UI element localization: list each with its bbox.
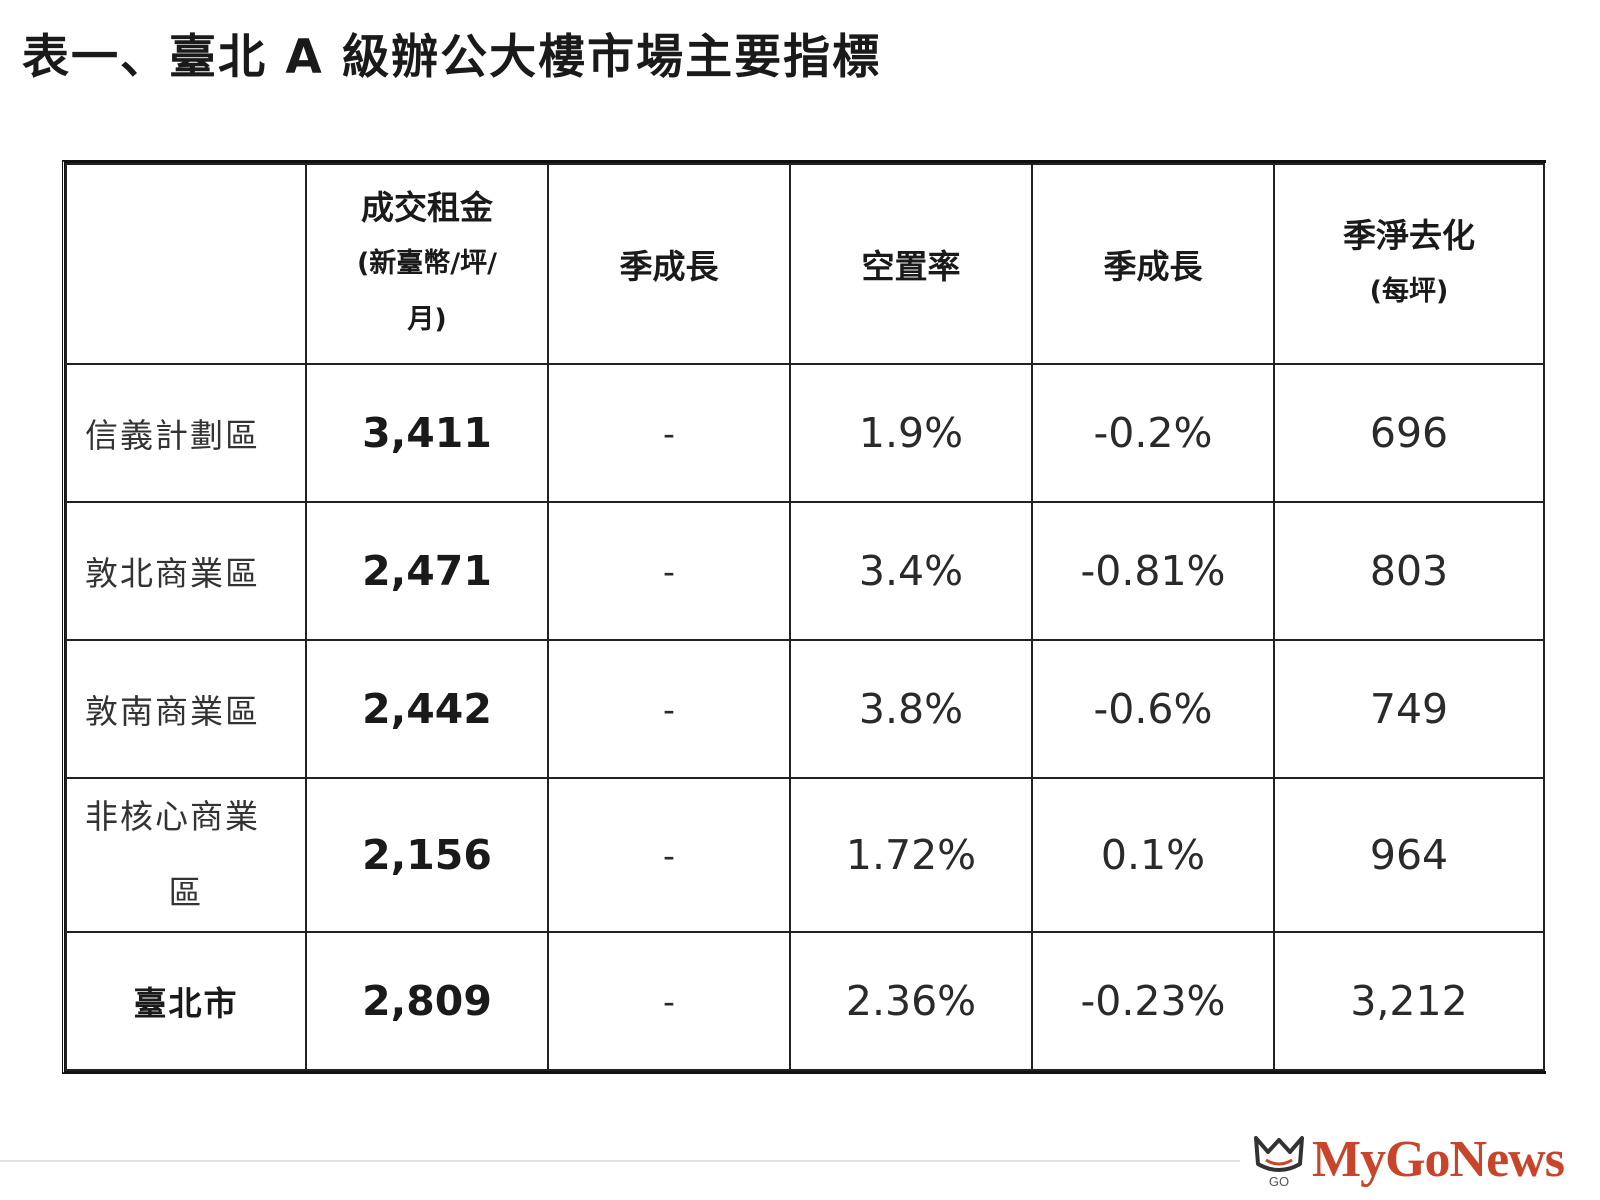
row-vacancy: 3.8% [789,639,1033,779]
row-vacancy-growth: -0.2% [1031,363,1275,503]
header-rent: 成交租金 (新臺幣/坪/ 月) [305,163,549,365]
header-region [65,163,307,365]
mygonews-logo-icon: GO [1254,1136,1304,1189]
indicator-table-frame: 成交租金 (新臺幣/坪/ 月) 季成長 空置率 季成長 季淨去化 (每坪) 信義… [62,160,1546,1074]
row-vacancy: 1.9% [789,363,1033,503]
row-absorption: 3,212 [1273,931,1545,1071]
header-vacancy-growth-label: 季成長 [1103,247,1203,286]
row-rent: 3,411 [305,363,549,503]
header-absorption-title: 季淨去化 [1343,216,1475,255]
row-absorption: 964 [1273,777,1545,933]
row-region: 敦南商業區 [65,639,307,779]
row-region: 敦北商業區 [65,501,307,641]
table-header-row: 成交租金 (新臺幣/坪/ 月) 季成長 空置率 季成長 季淨去化 (每坪) [65,163,1545,365]
table-row: 非核心商業 區 2,156 - 1.72% 0.1% 964 [65,777,1545,933]
row-absorption: 749 [1273,639,1545,779]
header-absorption-unit: (每坪) [1369,276,1449,307]
header-rent-unit-line2: 月) [407,304,447,335]
row-rent: 2,809 [305,931,549,1071]
row-rent: 2,156 [305,777,549,933]
row-rent-growth: - [547,363,791,503]
table-row-total: 臺北市 2,809 - 2.36% -0.23% 3,212 [65,931,1545,1071]
header-rent-unit-line1: (新臺幣/坪/ [356,248,498,279]
row-region-line2: 區 [168,873,204,912]
svg-text:GO: GO [1269,1174,1289,1189]
row-vacancy-growth: -0.23% [1031,931,1275,1071]
row-rent-growth: - [547,501,791,641]
watermark-logo: GO MyGoNews [1250,1128,1565,1192]
table-row: 敦北商業區 2,471 - 3.4% -0.81% 803 [65,501,1545,641]
bottom-divider [0,1160,1240,1162]
row-rent-growth: - [547,931,791,1071]
row-vacancy: 3.4% [789,501,1033,641]
row-region: 信義計劃區 [65,363,307,503]
table-row: 信義計劃區 3,411 - 1.9% -0.2% 696 [65,363,1545,503]
row-absorption: 696 [1273,363,1545,503]
row-region-line1: 非核心商業 [85,797,260,836]
indicator-table: 成交租金 (新臺幣/坪/ 月) 季成長 空置率 季成長 季淨去化 (每坪) 信義… [65,163,1545,1071]
row-vacancy-growth: 0.1% [1031,777,1275,933]
header-rent-title: 成交租金 [361,188,493,227]
page-title: 表一、臺北 A 級辦公大樓市場主要指標 [22,30,882,85]
row-region: 非核心商業 區 [65,777,307,933]
row-rent-growth: - [547,639,791,779]
header-vacancy: 空置率 [789,163,1033,365]
row-vacancy-growth: -0.6% [1031,639,1275,779]
header-absorption: 季淨去化 (每坪) [1273,163,1545,365]
header-vacancy-growth: 季成長 [1031,163,1275,365]
row-vacancy-growth: -0.81% [1031,501,1275,641]
row-absorption: 803 [1273,501,1545,641]
row-rent-growth: - [547,777,791,933]
header-rent-growth-label: 季成長 [619,247,719,286]
row-rent: 2,471 [305,501,549,641]
header-rent-growth: 季成長 [547,163,791,365]
row-vacancy: 2.36% [789,931,1033,1071]
watermark-text: MyGoNews [1312,1131,1565,1188]
row-region: 臺北市 [65,931,307,1071]
row-vacancy: 1.72% [789,777,1033,933]
row-rent: 2,442 [305,639,549,779]
header-vacancy-label: 空置率 [861,247,961,286]
table-row: 敦南商業區 2,442 - 3.8% -0.6% 749 [65,639,1545,779]
